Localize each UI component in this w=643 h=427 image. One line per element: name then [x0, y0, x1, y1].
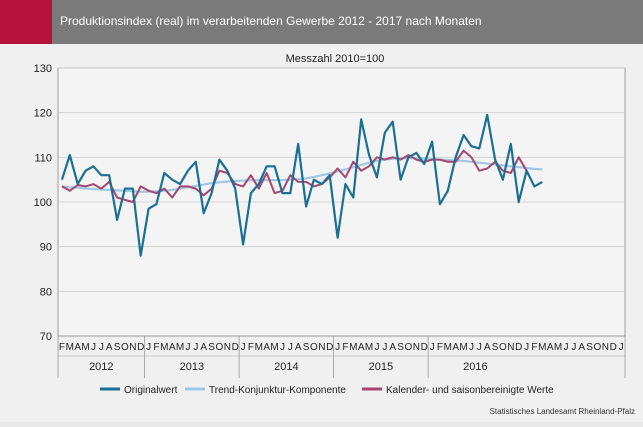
x-month-label: F [531, 342, 537, 353]
x-month-label: N [318, 342, 325, 353]
x-month-label: A [74, 342, 81, 353]
x-month-label: N [129, 342, 136, 353]
x-month-label: M [66, 342, 74, 353]
x-month-label: M [176, 342, 184, 353]
x-month-label: J [469, 342, 474, 353]
x-month-label: M [554, 342, 562, 353]
x-month-label: D [421, 342, 428, 353]
y-tick-label: 120 [34, 108, 52, 120]
x-month-label: S [397, 342, 404, 353]
y-tick-label: 100 [34, 197, 52, 209]
x-month-label: S [492, 342, 499, 353]
x-month-label: J [288, 342, 293, 353]
x-month-label: A [169, 342, 176, 353]
x-year-label: 2014 [274, 361, 298, 373]
x-month-label: F [248, 342, 254, 353]
x-month-label: M [459, 342, 467, 353]
x-month-label: J [430, 342, 435, 353]
x-month-label: J [335, 342, 340, 353]
x-month-label: A [547, 342, 554, 353]
x-month-label: J [241, 342, 246, 353]
x-month-label: M [365, 342, 373, 353]
x-month-label: M [349, 342, 357, 353]
legend-label: Kalender- und saisonbereinigte Werte [386, 385, 554, 396]
x-month-label: F [342, 342, 348, 353]
x-month-label: J [146, 342, 151, 353]
y-tick-label: 80 [40, 286, 52, 298]
x-month-label: F [437, 342, 443, 353]
y-tick-label: 70 [40, 331, 52, 343]
x-month-label: J [99, 342, 104, 353]
x-month-label: D [610, 342, 617, 353]
x-month-label: S [303, 342, 310, 353]
y-tick-label: 130 [34, 63, 52, 75]
chart-subtitle: Messzahl 2010=100 [286, 53, 385, 65]
x-month-label: S [208, 342, 215, 353]
x-month-label: M [160, 342, 168, 353]
x-month-label: J [524, 342, 529, 353]
header-bar: Produktionsindex (real) im verarbeitende… [0, 0, 643, 44]
x-month-label: J [91, 342, 96, 353]
x-month-label: D [515, 342, 522, 353]
x-month-label: A [452, 342, 459, 353]
series-line [61, 149, 528, 203]
x-month-label: J [619, 342, 624, 353]
x-month-label: S [114, 342, 121, 353]
x-month-label: N [224, 342, 231, 353]
x-month-label: J [571, 342, 576, 353]
x-month-label: M [81, 342, 89, 353]
x-month-label: S [586, 342, 593, 353]
x-year-label: 2015 [369, 361, 393, 373]
x-month-label: J [563, 342, 568, 353]
y-tick-label: 90 [40, 242, 52, 254]
x-month-label: J [193, 342, 198, 353]
x-month-label: J [280, 342, 285, 353]
x-month-label: O [405, 342, 413, 353]
x-year-label: 2013 [180, 361, 204, 373]
legend-label: Originalwert [124, 385, 178, 396]
y-tick-label: 110 [34, 152, 52, 164]
x-month-label: A [295, 342, 302, 353]
x-month-label: F [59, 342, 65, 353]
chart-title: Produktionsindex (real) im verarbeitende… [60, 14, 482, 28]
x-month-label: N [413, 342, 420, 353]
x-month-label: D [232, 342, 239, 353]
series-line [60, 113, 543, 257]
x-month-label: O [121, 342, 129, 353]
x-month-label: N [507, 342, 514, 353]
x-month-label: N [602, 342, 609, 353]
legend-label: Trend-Konjunktur-Komponente [209, 385, 346, 396]
x-month-label: F [153, 342, 159, 353]
x-month-label: D [137, 342, 144, 353]
x-month-label: M [444, 342, 452, 353]
x-month-label: A [263, 342, 270, 353]
x-month-label: J [185, 342, 190, 353]
x-year-label: 2016 [463, 361, 487, 373]
x-month-label: O [594, 342, 602, 353]
x-month-label: J [382, 342, 387, 353]
x-month-label: O [310, 342, 318, 353]
x-month-label: M [255, 342, 263, 353]
x-month-label: M [270, 342, 278, 353]
x-month-label: A [358, 342, 365, 353]
x-month-label: J [477, 342, 482, 353]
header-accent [0, 0, 52, 44]
x-month-label: A [389, 342, 396, 353]
x-month-label: D [326, 342, 333, 353]
x-month-label: A [200, 342, 207, 353]
x-month-label: M [538, 342, 546, 353]
x-month-label: A [578, 342, 585, 353]
x-month-label: A [484, 342, 491, 353]
source-note: Statistisches Landesamt Rheinland-Pfalz [489, 407, 635, 416]
x-month-label: O [499, 342, 507, 353]
x-month-label: J [374, 342, 379, 353]
x-year-label: 2012 [89, 361, 113, 373]
x-month-label: O [216, 342, 224, 353]
x-month-label: A [106, 342, 113, 353]
